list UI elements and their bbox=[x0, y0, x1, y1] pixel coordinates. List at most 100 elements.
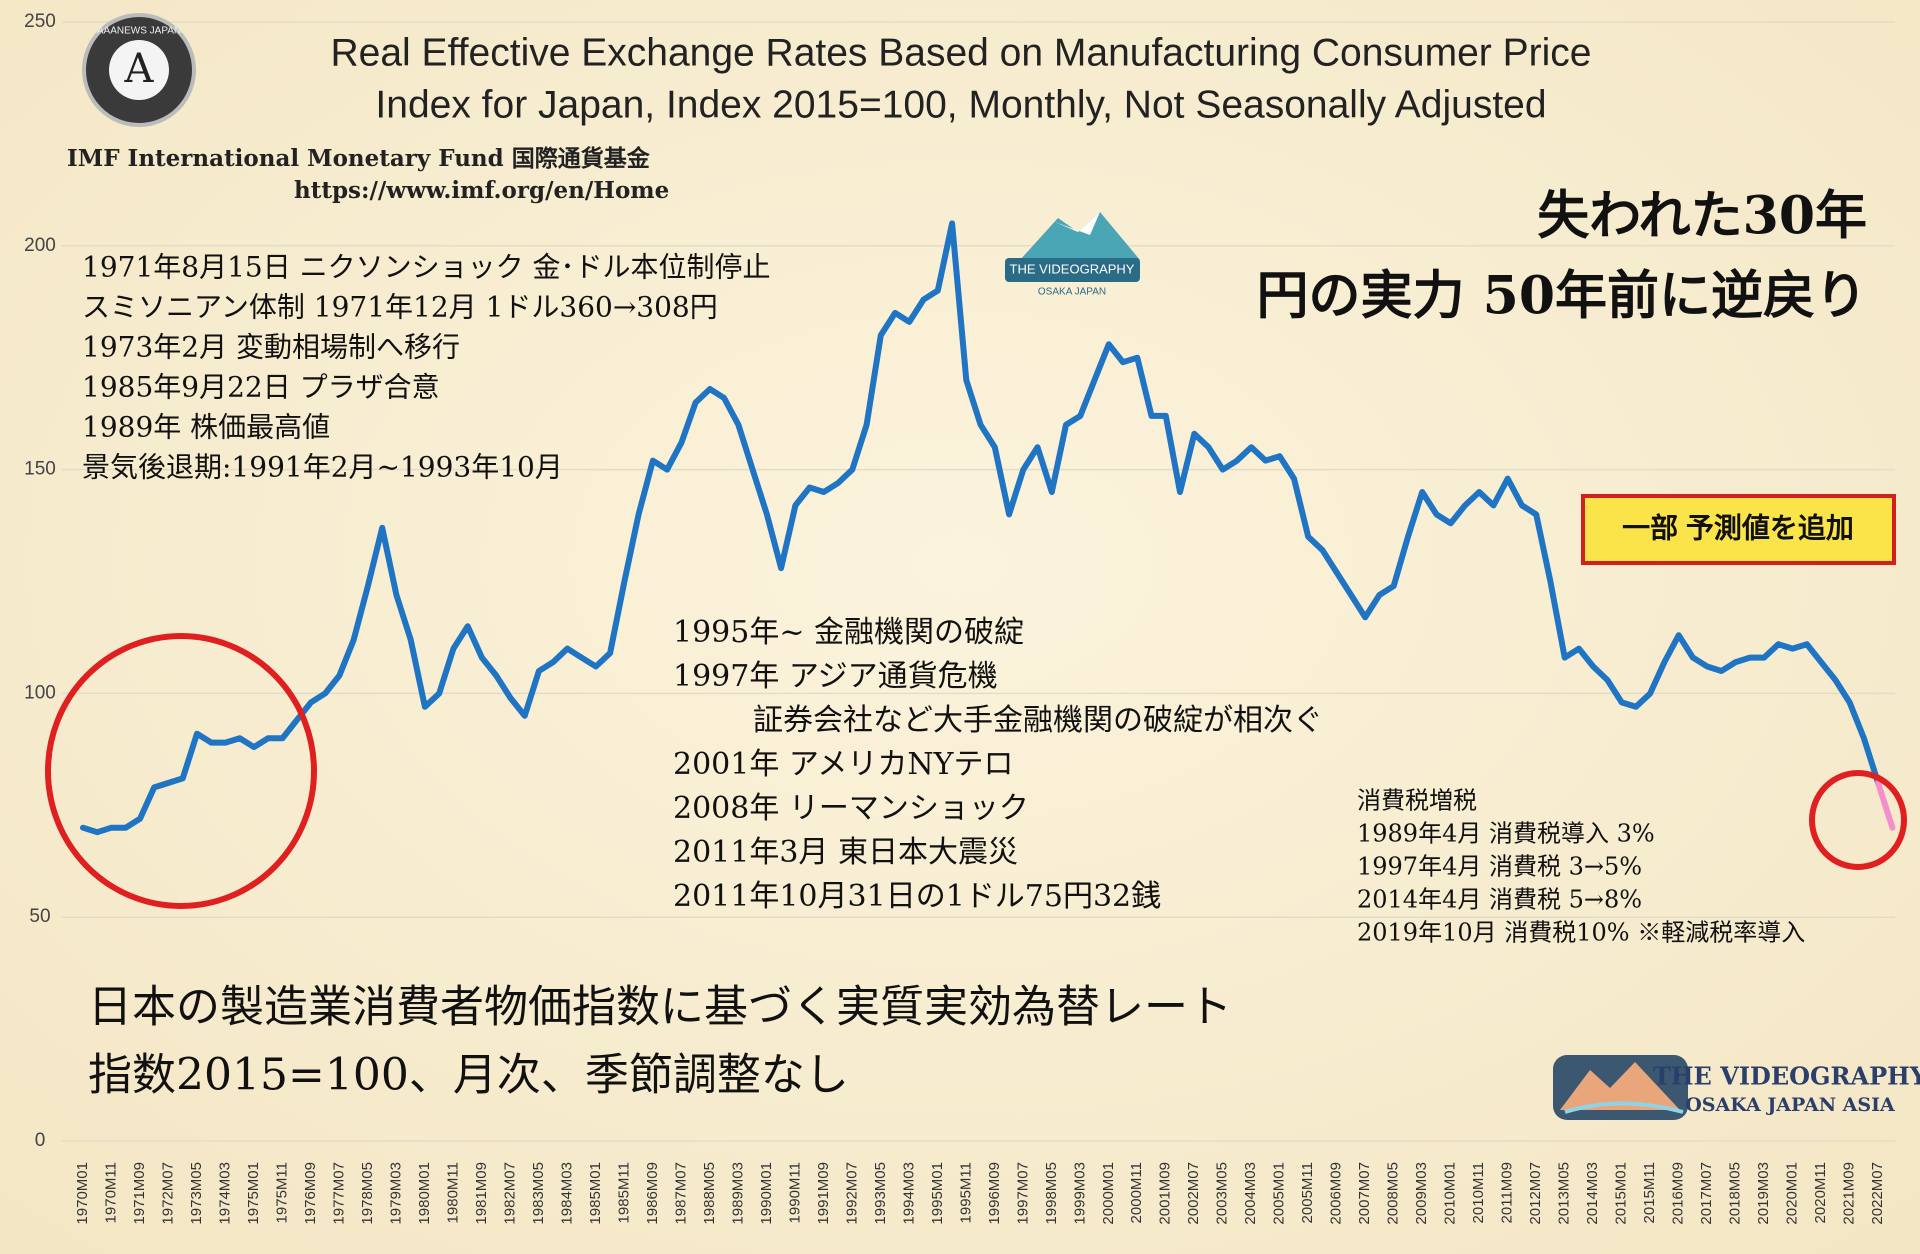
event-note: 1989年 株価最高値 bbox=[82, 411, 330, 444]
x-tick-label: 2009M03 bbox=[1413, 1162, 1430, 1225]
x-tick-label: 2018M05 bbox=[1727, 1162, 1744, 1225]
x-tick-label: 2014M03 bbox=[1584, 1162, 1601, 1225]
x-tick-label: 1989M03 bbox=[729, 1162, 746, 1225]
grid: 0 50 100 150 200 250 1970M01 1970M11 1971M09 1972… bbox=[24, 11, 1895, 1225]
x-tick-label: 2016M09 bbox=[1670, 1162, 1687, 1225]
x-tick-label: 1977M07 bbox=[330, 1162, 347, 1225]
x-tick-label: 1991M09 bbox=[815, 1162, 832, 1225]
x-tick-label: 1993M05 bbox=[872, 1162, 889, 1225]
x-tick-label: 2013M05 bbox=[1556, 1162, 1573, 1225]
highlight-circle bbox=[45, 633, 317, 909]
logo-bottom-right: THE VIDEOGRAPHY OSAKA JAPAN ASIA bbox=[1553, 1055, 1920, 1120]
event-note: 1971年8月15日 ニクソンショック 金･ドル本位制停止 bbox=[82, 251, 771, 284]
y-tick-label: 100 bbox=[24, 682, 56, 703]
logo-text: THE VIDEOGRAPHY bbox=[1653, 1062, 1920, 1091]
x-tick-label: 2007M07 bbox=[1356, 1162, 1373, 1225]
x-tick-label: 2015M11 bbox=[1641, 1162, 1658, 1223]
event-note: スミソニアン体制 1971年12月 1ドル360→308円 bbox=[82, 291, 718, 324]
tax-note: 2014年4月 消費税 5→8% bbox=[1357, 886, 1642, 914]
logo-text: OSAKA JAPAN bbox=[1038, 287, 1106, 298]
logo-core bbox=[109, 40, 169, 100]
event-note: 2011年10月31日の1ドル75円32銭 bbox=[673, 879, 1161, 914]
event-note: 2001年 アメリカNYテロ bbox=[673, 747, 1013, 782]
event-note: 景気後退期:1991年2月~1993年10月 bbox=[82, 451, 563, 484]
data-line bbox=[1875, 779, 1896, 831]
logo-snow bbox=[1055, 212, 1100, 235]
event-note: 2008年 リーマンショック bbox=[673, 791, 1029, 826]
logo-text: OSAKA JAPAN ASIA bbox=[1685, 1094, 1895, 1116]
x-tick-label: 2010M11 bbox=[1470, 1162, 1487, 1223]
x-tick-label: 1995M01 bbox=[929, 1162, 946, 1225]
x-tick-label: 2008M05 bbox=[1385, 1162, 1402, 1225]
x-tick-label: 1988M05 bbox=[701, 1162, 718, 1225]
x-tick-label: 1992M07 bbox=[843, 1162, 860, 1225]
x-tick-label: 1982M07 bbox=[501, 1162, 518, 1225]
x-tick-label: 1980M01 bbox=[416, 1162, 433, 1225]
tax-note: 2019年10月 消費税10% ※軽減税率導入 bbox=[1357, 919, 1805, 947]
y-tick-label: 50 bbox=[29, 906, 50, 927]
tax-note: 消費税増税 bbox=[1357, 787, 1477, 815]
x-tick-label: 1973M05 bbox=[188, 1162, 205, 1225]
y-tick-label: 250 bbox=[24, 11, 56, 32]
y-tick-label: 200 bbox=[24, 235, 56, 256]
x-tick-label: 1970M01 bbox=[74, 1162, 91, 1225]
x-tick-label: 2010M01 bbox=[1442, 1162, 1459, 1225]
japanese-title: 指数2015=100、月次、季節調整なし bbox=[88, 1050, 849, 1101]
logo-banner bbox=[1005, 258, 1140, 282]
x-tick-label: 1972M07 bbox=[159, 1162, 176, 1225]
x-tick-label: 1974M03 bbox=[216, 1162, 233, 1225]
logo-river bbox=[1564, 1101, 1684, 1114]
x-tick-label: 1981M09 bbox=[473, 1162, 490, 1225]
event-note: 1985年9月22日 プラザ合意 bbox=[82, 371, 440, 404]
x-tick-label: 1970M11 bbox=[102, 1162, 119, 1223]
x-tick-label: 2002M07 bbox=[1185, 1162, 1202, 1225]
logo-text: AAANEWS JAPAN bbox=[97, 26, 181, 37]
x-tick-label: 2001M09 bbox=[1157, 1162, 1174, 1225]
x-tick-label: 1997M07 bbox=[1014, 1162, 1031, 1225]
x-tick-label: 2000M11 bbox=[1128, 1162, 1145, 1223]
event-note: 1997年 アジア通貨危機 bbox=[673, 659, 998, 694]
x-tick-label: 1978M05 bbox=[359, 1162, 376, 1225]
title-line: Real Effective Exchange Rates Based on M… bbox=[331, 31, 1592, 74]
tax-note: 1997年4月 消費税 3→5% bbox=[1357, 853, 1642, 881]
source-line: https://www.imf.org/en/Home bbox=[294, 177, 669, 204]
logo-text: THE VIDEOGRAPHY bbox=[1010, 261, 1135, 276]
x-tick-label: 1998M05 bbox=[1043, 1162, 1060, 1225]
y-tick-label: 0 bbox=[35, 1130, 46, 1151]
logo-center: THE VIDEOGRAPHY OSAKA JAPAN bbox=[1005, 212, 1140, 298]
forecast-note: 一部 予測値を追加 bbox=[1622, 512, 1854, 543]
x-tick-label: 1999M03 bbox=[1071, 1162, 1088, 1225]
x-tick-label: 1985M01 bbox=[587, 1162, 604, 1225]
x-tick-label: 1980M11 bbox=[444, 1162, 461, 1223]
x-tick-label: 1986M09 bbox=[644, 1162, 661, 1225]
headline: 失われた30年 bbox=[1537, 186, 1867, 247]
x-tick-label: 1976M09 bbox=[302, 1162, 319, 1225]
x-tick-label: 1994M03 bbox=[900, 1162, 917, 1225]
x-tick-label: 2005M01 bbox=[1271, 1162, 1288, 1225]
x-tick-label: 2017M07 bbox=[1698, 1162, 1715, 1225]
x-tick-label: 2006M09 bbox=[1328, 1162, 1345, 1225]
highlight-circle bbox=[1809, 770, 1907, 870]
x-tick-label: 2019M03 bbox=[1755, 1162, 1772, 1225]
headline: 円の実力 50年前に逆戻り bbox=[1257, 266, 1867, 327]
event-note: 1973年2月 変動相場制へ移行 bbox=[82, 331, 460, 364]
event-note: 2011年3月 東日本大震災 bbox=[673, 835, 1018, 870]
plot bbox=[80, 220, 1896, 836]
x-tick-label: 2004M03 bbox=[1242, 1162, 1259, 1225]
x-tick-label: 1990M01 bbox=[758, 1162, 775, 1225]
x-tick-label: 1996M09 bbox=[986, 1162, 1003, 1225]
x-tick-label: 1987M07 bbox=[672, 1162, 689, 1225]
logo-mountain bbox=[1560, 1062, 1680, 1110]
title-line: Index for Japan, Index 2015=100, Monthly… bbox=[375, 83, 1546, 126]
x-tick-label: 1985M11 bbox=[615, 1162, 632, 1223]
x-tick-label: 2000M01 bbox=[1100, 1162, 1117, 1225]
source-line: IMF International Monetary Fund 国際通貨基金 bbox=[67, 145, 651, 172]
x-tick-label: 2003M05 bbox=[1214, 1162, 1231, 1225]
x-tick-label: 2020M11 bbox=[1812, 1162, 1829, 1223]
x-tick-label: 2015M01 bbox=[1613, 1162, 1630, 1225]
event-note: 証券会社など大手金融機関の破綻が相次ぐ bbox=[753, 703, 1323, 738]
japanese-title: 日本の製造業消費者物価指数に基づく実質実効為替レート bbox=[88, 982, 1232, 1033]
